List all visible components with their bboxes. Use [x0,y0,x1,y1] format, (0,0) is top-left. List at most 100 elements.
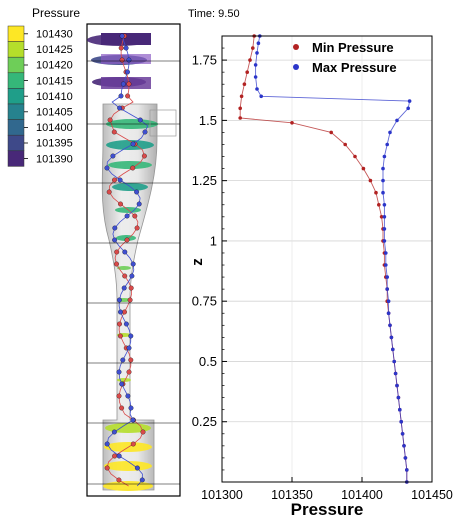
plot-area-frame [221,35,433,483]
legend-marker [293,44,299,50]
max-pressure-particle [117,105,123,111]
data-point [238,106,242,111]
max-pressure-particle [122,249,128,255]
colorbar-label: 101415 [36,75,73,87]
y-tick-label: 1 [210,233,217,248]
y-axis-label: z [189,258,206,266]
max-pressure-particle [110,153,116,159]
series-line [255,35,411,482]
min-pressure-particle [122,273,128,279]
max-pressure-particle [134,465,140,471]
data-point [255,87,259,91]
probe-box [149,109,177,137]
max-pressure-particle [125,393,131,399]
colorbar-label: 101395 [36,138,73,150]
y-tick-label: 1.75 [192,53,217,68]
data-point [353,154,357,159]
colorbar-title: Pressure [32,6,80,20]
visualization-frame [86,23,181,497]
max-pressure-particle [111,429,117,435]
data-point [395,118,399,123]
data-point [392,359,397,364]
data-point [391,347,395,352]
max-pressure-particle [104,165,110,171]
data-point [382,239,387,243]
max-pressure-particle [120,81,126,87]
y-tick-label: 0.25 [192,414,217,429]
min-pressure-trajectory [106,35,145,487]
legend-entry: Max Pressure [312,60,397,75]
min-pressure-particle [118,45,124,51]
max-pressure-particle [123,45,129,51]
colorbar-label: 101410 [36,91,73,103]
colorbar-swatch [7,88,25,105]
pressure-colorbar: Pressure 101430 101425 101420 101415 101410 1… [7,6,80,167]
time-label: Time: 9.50 [188,8,240,20]
data-point [238,116,242,120]
min-pressure-particle [114,261,119,267]
data-point [402,444,406,448]
y-tick-label: 0.5 [199,354,217,369]
min-pressure-particle [134,225,140,231]
data-point [399,419,404,424]
max-pressure-particle [142,129,148,135]
max-pressure-particle [126,57,132,63]
series-line [239,35,408,482]
pressure-contour-band [101,33,151,45]
min-pressure-particle [111,129,117,135]
pressure-contour-disk [106,140,154,150]
data-point [253,75,258,79]
data-point [382,154,387,159]
min-pressure-particle [141,153,147,159]
data-point [386,311,391,316]
min-pressure-particle [125,93,131,99]
min-pressure-particle [130,165,136,171]
max-pressure-particle [119,33,125,39]
data-point [361,166,366,171]
max-pressure-particle [125,69,130,75]
min-pressure-particle [107,117,113,123]
min-pressure-particle [119,405,125,411]
data-point [374,190,378,195]
max-pressure-particle [126,345,132,351]
colorbar-label: 101425 [36,44,73,56]
data-point [395,383,399,388]
data-point [242,82,247,86]
colorbar-label: 101405 [36,107,73,119]
x-tick-label: 101400 [341,488,383,502]
max-pressure-particle [137,117,143,123]
x-axis-label: Pressure [291,500,364,519]
min-pressure-particle [112,177,117,183]
max-pressure-particle [120,357,126,363]
pressure-contour-disk [104,461,152,471]
legend-entry: Min Pressure [312,40,394,55]
min-pressure-particle [116,477,122,483]
data-point [377,203,381,207]
colorbar-swatch [7,56,25,74]
data-point [239,94,244,99]
x-tick-label: 101350 [271,488,313,502]
data-point [379,215,384,219]
data-point [251,46,255,50]
min-pressure-particle [117,333,123,339]
data-point [381,190,385,195]
min-pressure-particle [126,81,132,87]
data-point [389,335,394,340]
max-pressure-particle [124,213,130,219]
x-tick-label: 101300 [201,488,243,502]
data-point [405,468,409,472]
data-point [398,407,402,412]
max-pressure-particle [104,441,110,447]
colorbar-swatch [7,103,25,120]
data-point [382,203,387,207]
max-pressure-particle [116,369,122,375]
min-pressure-particle [128,357,134,363]
data-point [382,215,387,219]
data-point [407,99,412,103]
min-pressure-particle [104,465,110,471]
min-pressure-particle [140,429,146,435]
min-pressure-particle [112,453,118,459]
data-point [329,130,334,135]
max-pressure-trajectory [106,35,149,487]
